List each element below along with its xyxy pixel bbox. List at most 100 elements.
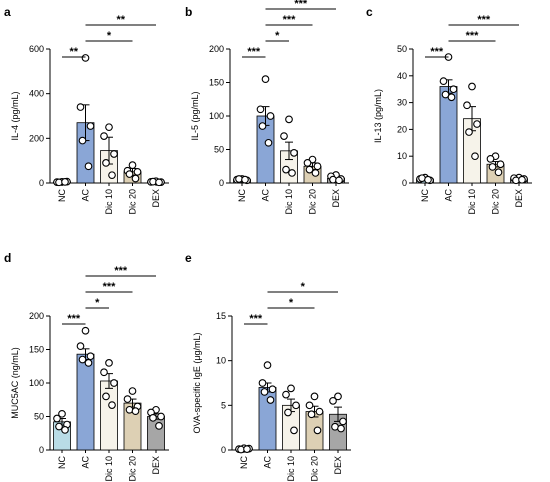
x-tick-label: DEX bbox=[331, 189, 341, 208]
significance-label: * bbox=[275, 30, 280, 42]
chart-panel-c: c 0 10 20 30 40 50 IL-13 (pg/mL) NC AC Dic 10 Dic 2… bbox=[366, 5, 532, 215]
data-point bbox=[486, 155, 495, 163]
data-point bbox=[335, 176, 343, 185]
panel-letter: e bbox=[185, 251, 192, 265]
y-tick-label: 20 bbox=[397, 124, 407, 134]
data-point bbox=[266, 112, 275, 120]
x-tick-label: DEX bbox=[151, 189, 161, 208]
data-point bbox=[58, 409, 66, 418]
bar bbox=[147, 416, 165, 451]
data-point bbox=[465, 128, 473, 136]
chart-panel-e: e 0 5 10 15 OVA-specific IgE (μg/mL) NC AC Dic 1… bbox=[185, 251, 351, 482]
data-point bbox=[243, 445, 251, 453]
y-tick-label: 50 bbox=[34, 412, 44, 422]
data-point bbox=[307, 410, 316, 419]
x-tick-label: AC bbox=[263, 456, 273, 469]
data-point bbox=[260, 388, 269, 396]
bar bbox=[258, 387, 277, 451]
data-point bbox=[424, 175, 432, 184]
chart-panel-d: d 0 50 100 150 200 MUC5AC (ng/mL) NC AC Dic 10 Dic… bbox=[4, 251, 169, 482]
data-point bbox=[81, 326, 90, 335]
data-point bbox=[282, 165, 290, 174]
data-point bbox=[81, 54, 90, 62]
x-tick-label: NC bbox=[57, 189, 67, 202]
data-point bbox=[149, 413, 157, 422]
data-point bbox=[488, 163, 497, 171]
y-tick-label: 0 bbox=[219, 178, 224, 188]
data-point bbox=[261, 75, 270, 83]
significance-label: *** bbox=[283, 14, 297, 26]
y-axis-label: OVA-specific IgE (μg/mL) bbox=[192, 332, 202, 433]
data-point bbox=[496, 160, 505, 169]
x-tick-label: Dic 10 bbox=[284, 189, 294, 215]
data-point bbox=[449, 85, 458, 94]
data-point bbox=[256, 105, 265, 114]
y-tick-label: 50 bbox=[214, 145, 224, 155]
x-tick-label: Dic 10 bbox=[104, 456, 114, 482]
significance-label: *** bbox=[294, 0, 308, 10]
data-point bbox=[155, 178, 163, 187]
chart-panel-a: a 0 200 400 600 IL-4 (pg/mL) NC AC Dic 10 Dic 20 D… bbox=[4, 5, 169, 215]
data-point bbox=[84, 162, 93, 171]
data-point bbox=[105, 123, 113, 132]
significance-label: * bbox=[107, 30, 112, 42]
y-axis-label: IL-4 (pg/mL) bbox=[10, 91, 20, 140]
y-tick-label: 0 bbox=[221, 445, 226, 455]
x-tick-label: NC bbox=[239, 456, 249, 469]
data-point bbox=[258, 379, 267, 387]
significance-label: ** bbox=[116, 14, 125, 26]
y-tick-label: 50 bbox=[397, 44, 407, 54]
y-tick-label: 200 bbox=[209, 44, 224, 54]
y-tick-label: 0 bbox=[39, 445, 44, 455]
y-axis-label: MUC5AC (ng/mL) bbox=[10, 347, 20, 419]
data-point bbox=[131, 407, 140, 415]
significance-label: ** bbox=[69, 46, 78, 58]
data-point bbox=[108, 401, 116, 409]
data-point bbox=[280, 132, 288, 140]
significance-label: *** bbox=[247, 46, 261, 58]
data-point bbox=[241, 175, 249, 184]
x-tick-label: Dic 20 bbox=[308, 189, 318, 215]
data-point bbox=[290, 426, 298, 435]
x-tick-label: Dic 20 bbox=[128, 456, 138, 482]
x-tick-label: Dic 20 bbox=[491, 189, 501, 215]
y-tick-label: 15 bbox=[216, 311, 226, 321]
data-point bbox=[78, 355, 87, 364]
significance-label: *** bbox=[249, 313, 263, 325]
x-tick-label: AC bbox=[81, 189, 91, 202]
y-tick-label: 40 bbox=[397, 71, 407, 81]
data-point bbox=[329, 397, 337, 405]
data-point bbox=[264, 138, 273, 147]
data-point bbox=[76, 103, 85, 111]
data-point bbox=[285, 115, 293, 124]
significance-label: * bbox=[289, 297, 294, 309]
data-point bbox=[100, 368, 108, 377]
data-point bbox=[310, 392, 319, 401]
data-point bbox=[315, 407, 324, 416]
y-tick-label: 0 bbox=[402, 178, 407, 188]
x-tick-label: NC bbox=[57, 456, 67, 469]
significance-label: *** bbox=[103, 281, 117, 293]
x-tick-label: AC bbox=[81, 456, 91, 469]
significance-label: *** bbox=[477, 14, 491, 26]
data-point bbox=[123, 395, 132, 403]
data-point bbox=[292, 401, 300, 410]
panel-letter: d bbox=[4, 251, 11, 265]
data-point bbox=[263, 361, 272, 369]
data-point bbox=[284, 408, 292, 417]
data-point bbox=[53, 414, 61, 423]
x-tick-label: Dic 10 bbox=[286, 456, 296, 482]
data-point bbox=[125, 170, 134, 178]
data-point bbox=[447, 93, 456, 102]
x-tick-label: DEX bbox=[514, 189, 524, 208]
y-tick-label: 150 bbox=[29, 345, 44, 355]
y-tick-label: 400 bbox=[29, 89, 44, 99]
data-point bbox=[303, 159, 312, 167]
data-point bbox=[108, 171, 116, 180]
data-point bbox=[61, 178, 69, 186]
bar bbox=[100, 380, 118, 451]
x-tick-label: AC bbox=[261, 189, 271, 202]
data-point bbox=[128, 161, 137, 169]
x-tick-label: DEX bbox=[151, 456, 161, 475]
